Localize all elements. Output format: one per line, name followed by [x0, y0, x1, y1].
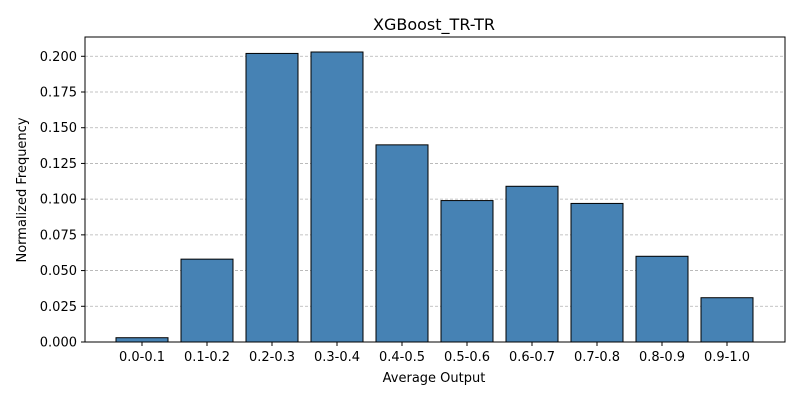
y-tick-label: 0.100: [40, 193, 77, 208]
bar-0.1-0.2: [180, 258, 234, 343]
bar-0.6-0.7: [505, 185, 559, 343]
bar-0.2-0.3: [245, 52, 299, 343]
plot-frame: [84, 36, 786, 343]
bar-0.3-0.4: [310, 51, 364, 343]
chart-title: XGBoost_TR-TR: [373, 15, 495, 35]
x-tick-label: 0.9-1.0: [704, 350, 750, 365]
y-tick-label: 0.125: [40, 157, 77, 172]
bars: [115, 51, 754, 343]
x-tick-label: 0.7-0.8: [574, 350, 620, 365]
y-tick-label: 0.200: [40, 50, 77, 65]
x-tick-label: 0.8-0.9: [639, 350, 685, 365]
y-tick-label: 0.175: [40, 86, 77, 101]
x-tick-label: 0.5-0.6: [444, 350, 490, 365]
y-tick-label: 0.050: [40, 264, 77, 279]
bar-0.7-0.8: [570, 202, 624, 343]
x-tick-label: 0.1-0.2: [184, 350, 230, 365]
x-tick-label: 0.2-0.3: [249, 350, 295, 365]
bar-0.9-1.0: [700, 297, 754, 343]
bar-0.8-0.9: [635, 255, 689, 343]
x-tick-label: 0.0-0.1: [119, 350, 165, 365]
y-axis-label: Normalized Frequency: [15, 117, 30, 262]
y-tick-label: 0.150: [40, 121, 77, 136]
x-axis-label: Average Output: [383, 371, 486, 386]
x-tick-label: 0.3-0.4: [314, 350, 360, 365]
x-tick-label: 0.6-0.7: [509, 350, 555, 365]
bar-0.4-0.5: [375, 144, 429, 343]
y-tick-label: 0.075: [40, 228, 77, 243]
x-tick-label: 0.4-0.5: [379, 350, 425, 365]
y-tick-label: 0.000: [40, 336, 77, 351]
axes: 0.000 0.025 0.050 0.075 0.100 0.125 0.150 0.175…: [40, 36, 786, 365]
bar-0.0-0.1: [115, 337, 169, 343]
y-tick-label: 0.025: [40, 300, 77, 315]
bar-0.5-0.6: [440, 200, 494, 343]
